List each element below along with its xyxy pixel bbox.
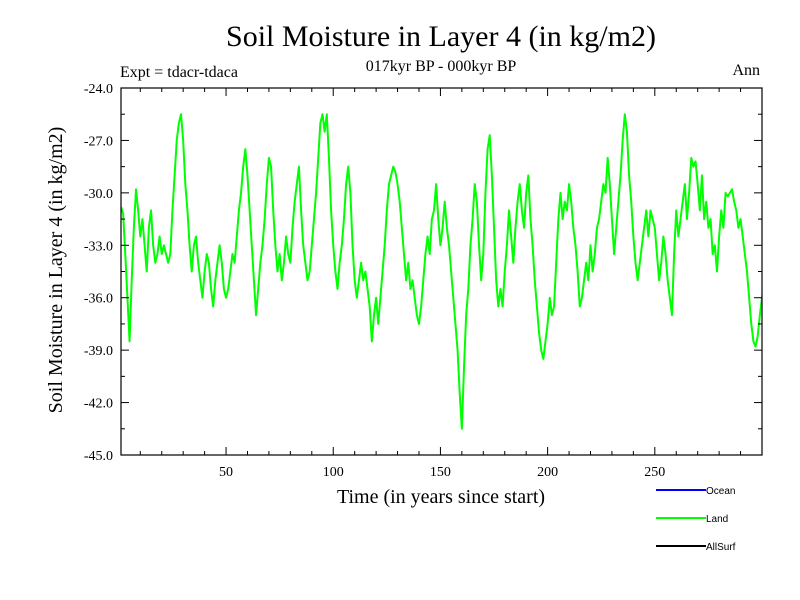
x-axis-label: Time (in years since start): [337, 486, 545, 508]
x-tick-label: 200: [537, 465, 558, 480]
legend-label-land: Land: [706, 514, 728, 525]
legend: Ocean Land AllSurf: [656, 486, 736, 553]
y-tick-label: -27.0: [84, 134, 113, 149]
y-tick-label: -42.0: [84, 397, 113, 412]
legend-label-ocean: Ocean: [706, 486, 735, 497]
x-tick-label: 150: [430, 465, 451, 480]
experiment-label: Expt = tdacr-tdaca: [120, 64, 238, 81]
y-tick-label: -24.0: [84, 82, 113, 97]
x-axis-ticks: 50 100 150 200 250: [139, 88, 763, 480]
x-tick-label: 50: [219, 465, 233, 480]
y-axis-ticks: -45.0 -42.0 -39.0 -36.0 -33.0 -30.0 -27.0 -24.0: [84, 82, 762, 464]
series-land-line: [121, 113, 762, 430]
y-axis-label: Soil Moisture in Layer 4 (in kg/m2): [45, 127, 67, 414]
y-tick-label: -45.0: [84, 449, 113, 464]
y-tick-label: -33.0: [84, 239, 113, 254]
x-tick-label: 250: [644, 465, 665, 480]
y-tick-label: -39.0: [84, 344, 113, 359]
legend-label-allsurf: AllSurf: [706, 542, 736, 553]
x-tick-label: 100: [323, 465, 344, 480]
season-label: Ann: [732, 62, 760, 79]
y-tick-label: -30.0: [84, 187, 113, 202]
chart-subtitle: 017kyr BP - 000kyr BP: [366, 58, 517, 75]
y-tick-label: -36.0: [84, 292, 113, 307]
chart-title: Soil Moisture in Layer 4 (in kg/m2): [226, 20, 656, 53]
plot-area: [121, 113, 762, 430]
